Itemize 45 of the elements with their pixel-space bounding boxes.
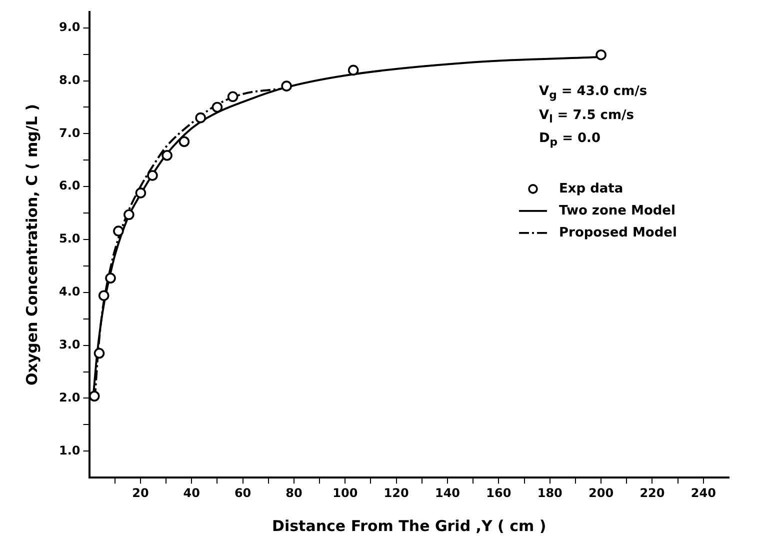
point: [135, 188, 146, 198]
x-tick-label: 140: [434, 486, 460, 500]
x-tick-label: 200: [588, 486, 614, 500]
y-tick-label: 8.0: [58, 72, 80, 87]
x-tick-label: 120: [384, 486, 409, 500]
x-tick-label: 220: [640, 486, 665, 500]
legend-label: Two zone Model: [559, 203, 676, 218]
point: [178, 136, 190, 148]
point: [94, 348, 105, 359]
point: [105, 272, 116, 284]
y-tick-label: 2.0: [58, 390, 80, 404]
x-tick-label: 80: [286, 486, 302, 500]
y-tick-label: 7.0: [58, 126, 80, 140]
x-tick-label: 240: [690, 486, 716, 500]
point: [281, 80, 292, 92]
point: [195, 112, 206, 124]
point: [89, 390, 100, 402]
y-tick-label: 9.0: [58, 20, 80, 34]
point: [212, 102, 223, 113]
point: [147, 170, 158, 181]
point: [596, 49, 606, 60]
annotation: D$_{p}$ = 0.0: [539, 130, 602, 151]
point: [98, 290, 110, 301]
y-tick-label: 3.0: [58, 337, 80, 352]
x-tick-label: 160: [486, 486, 512, 500]
annotation: V$_{l}$ = 7.5 cm/s: [539, 106, 636, 128]
legend-label: Exp data: [559, 181, 624, 196]
x-tick-label: 180: [537, 486, 562, 500]
x-axis-title: Distance From The Grid ,Y ( cm ): [272, 516, 546, 535]
x-tick-label: 40: [183, 486, 200, 500]
legend-label: Proposed Model: [559, 225, 677, 240]
point: [124, 209, 134, 220]
annotation: V$_{g}$ = 43.0 cm/s: [539, 83, 648, 104]
y-tick-label: 1.0: [58, 443, 80, 458]
point: [348, 64, 359, 76]
point: [113, 226, 124, 236]
point: [227, 91, 238, 102]
y-tick-label: 5.0: [58, 232, 80, 246]
x-tick-label: 60: [234, 486, 252, 500]
y-axis-title: Oxygen Concentration, C ( mg/L ): [22, 104, 41, 386]
point: [162, 150, 172, 161]
x-tick-label: 20: [132, 486, 149, 500]
y-tick-label: 4.0: [58, 284, 80, 299]
y-tick-label: 6.0: [58, 178, 80, 193]
x-tick-label: 100: [332, 486, 358, 500]
